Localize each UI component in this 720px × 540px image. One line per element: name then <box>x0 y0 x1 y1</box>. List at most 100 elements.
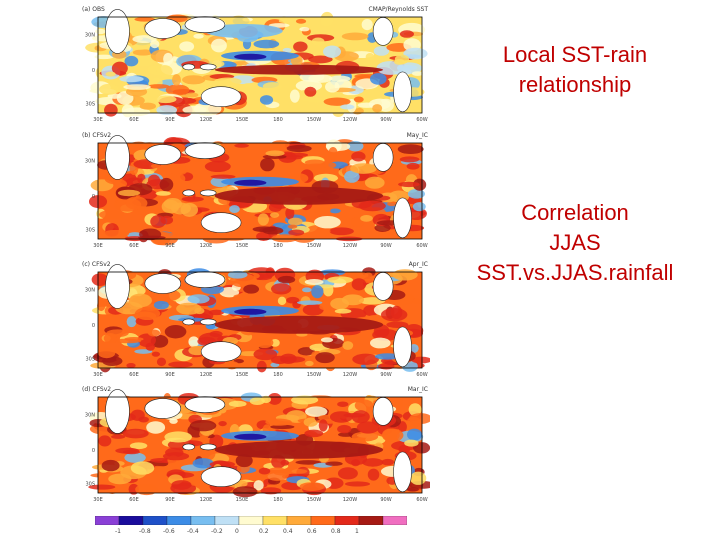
lon-tick-label: 90W <box>380 372 391 378</box>
lon-tick-label: 120E <box>200 117 213 123</box>
lon-tick-label: 150E <box>236 243 249 249</box>
colorbar-swatch <box>286 516 312 525</box>
lon-tick-label: 60E <box>129 372 139 378</box>
lon-tick-label: 90E <box>165 117 175 123</box>
colorbar-tick-label: -0.4 <box>187 528 199 535</box>
lon-tick-label: 60W <box>416 372 427 378</box>
panel-right-label: Apr_IC <box>408 261 428 268</box>
lon-tick-label: 120E <box>200 372 213 378</box>
lat-tick-label: 0 <box>92 323 95 329</box>
colorbar-swatch <box>262 516 288 525</box>
lat-tick-label: 30N <box>85 287 95 293</box>
lon-tick-label: 120E <box>200 497 213 503</box>
lon-tick-label: 60W <box>416 243 427 249</box>
colorbar-swatch <box>214 516 240 525</box>
lon-tick-label: 30E <box>93 372 103 378</box>
colorbar-tick-label: 0.2 <box>259 528 269 535</box>
panel-right-label: May_IC <box>406 132 428 139</box>
lat-tick-label: 30S <box>85 481 95 487</box>
colorbar-tick-label: 0.8 <box>331 528 341 535</box>
map-panel-c: (c) CFSv2 Apr_IC 30N 0 30S 30E 60E 90E 120E 150… <box>64 260 430 382</box>
desc-line: SST.vs.JJAS.rainfall <box>476 260 674 285</box>
lon-tick-label: 60W <box>416 497 427 503</box>
desc-line: JJAS <box>549 230 601 255</box>
lat-tick-label: 30S <box>85 227 95 233</box>
panel-label: (d) CFSv2 <box>82 386 112 393</box>
title-line: relationship <box>518 72 632 97</box>
lon-tick-label: 90E <box>165 372 175 378</box>
lon-tick-label: 120W <box>343 497 358 503</box>
title-line: Local SST-rain <box>502 42 648 67</box>
map-panel-b: (b) CFSv2 May_IC 30N 0 30S 30E 60E 90E 120E 150… <box>64 131 430 253</box>
colorbar-tick-label: -0.6 <box>163 528 175 535</box>
panel-right-label: Mar_IC <box>407 386 428 393</box>
lon-tick-label: 120W <box>343 372 358 378</box>
colorbar-swatch <box>118 516 144 525</box>
map-panel-d: (d) CFSv2 Mar_IC 30N 0 30S 30E 60E 90E 120E 150… <box>64 385 430 507</box>
lat-tick-label: 30N <box>85 158 95 164</box>
colorbar-swatch <box>190 516 216 525</box>
colorbar-swatch <box>166 516 192 525</box>
lon-tick-label: 90E <box>165 497 175 503</box>
lon-tick-label: 60E <box>129 243 139 249</box>
desc-line: Correlation <box>521 200 629 225</box>
lon-tick-label: 150W <box>307 372 322 378</box>
lat-tick-label: 30S <box>85 356 95 362</box>
lon-tick-label: 90W <box>380 117 391 123</box>
colorbar-swatch <box>358 516 384 525</box>
lat-tick-label: 0 <box>92 194 95 200</box>
colorbar-tick-label: 0.4 <box>283 528 293 535</box>
colorbar-swatch <box>334 516 360 525</box>
lon-tick-label: 30E <box>93 243 103 249</box>
colorbar-swatch <box>382 516 407 525</box>
colorbar <box>95 516 407 525</box>
lon-tick-label: 60W <box>416 117 427 123</box>
colorbar-swatch <box>238 516 264 525</box>
colorbar-tick-label: -0.2 <box>211 528 223 535</box>
lat-tick-label: 0 <box>92 68 95 74</box>
colorbar-tick-label: -0.8 <box>139 528 151 535</box>
lon-tick-label: 150E <box>236 117 249 123</box>
lon-tick-label: 30E <box>93 117 103 123</box>
colorbar-swatch <box>142 516 168 525</box>
correlation-map: 30N 0 30S 30E 60E 90E 120E 150E 180 150W 120W 90W 60… <box>85 389 430 503</box>
lon-tick-label: 60E <box>129 117 139 123</box>
lon-tick-label: 120E <box>200 243 213 249</box>
panel-label: (c) CFSv2 <box>82 261 111 268</box>
lon-tick-label: 150E <box>236 372 249 378</box>
correlation-map: 30N 0 30S 30E 60E 90E 120E 150E 180 150W 120W 90W 60… <box>85 264 430 378</box>
lon-tick-label: 90E <box>165 243 175 249</box>
colorbar-tick-label: 1 <box>355 528 359 535</box>
colorbar-swatch <box>95 516 120 525</box>
lat-tick-label: 0 <box>92 448 95 454</box>
lon-tick-label: 60E <box>129 497 139 503</box>
panel-right-label: CMAP/Reynolds SST <box>368 6 428 13</box>
lat-tick-label: 30N <box>85 32 95 38</box>
lon-tick-label: 150E <box>236 497 249 503</box>
map-panel-a: (a) OBS CMAP/Reynolds SST 30N 0 30S 30E 60E 9… <box>64 5 430 127</box>
lon-tick-label: 150W <box>307 497 322 503</box>
slide-title: Local SST-rain relationship <box>440 40 710 100</box>
slide-description: Correlation JJAS SST.vs.JJAS.rainfall <box>440 198 710 288</box>
panel-label: (a) OBS <box>82 6 105 13</box>
lat-tick-label: 30S <box>85 101 95 107</box>
lon-tick-label: 180 <box>273 497 283 503</box>
lon-tick-label: 150W <box>307 117 322 123</box>
colorbar-swatch <box>310 516 336 525</box>
lat-tick-label: 30N <box>85 412 95 418</box>
colorbar-tick-label: 0.6 <box>307 528 317 535</box>
colorbar-tick-label: -1 <box>115 528 121 535</box>
panel-label: (b) CFSv2 <box>82 132 112 139</box>
lon-tick-label: 180 <box>273 117 283 123</box>
lon-tick-label: 90W <box>380 243 391 249</box>
lon-tick-label: 30E <box>93 497 103 503</box>
colorbar-tick-label: 0 <box>235 528 239 535</box>
lon-tick-label: 180 <box>273 243 283 249</box>
correlation-map: 30N 0 30S 30E 60E 90E 120E 150E 180 150W 120W 90W 60… <box>85 135 428 249</box>
lon-tick-label: 120W <box>343 243 358 249</box>
lon-tick-label: 120W <box>343 117 358 123</box>
lon-tick-label: 180 <box>273 372 283 378</box>
lon-tick-label: 150W <box>307 243 322 249</box>
lon-tick-label: 90W <box>380 497 391 503</box>
correlation-map: 30N 0 30S 30E 60E 90E 120E 150E 180 150W 120W 90W 60… <box>85 9 428 123</box>
